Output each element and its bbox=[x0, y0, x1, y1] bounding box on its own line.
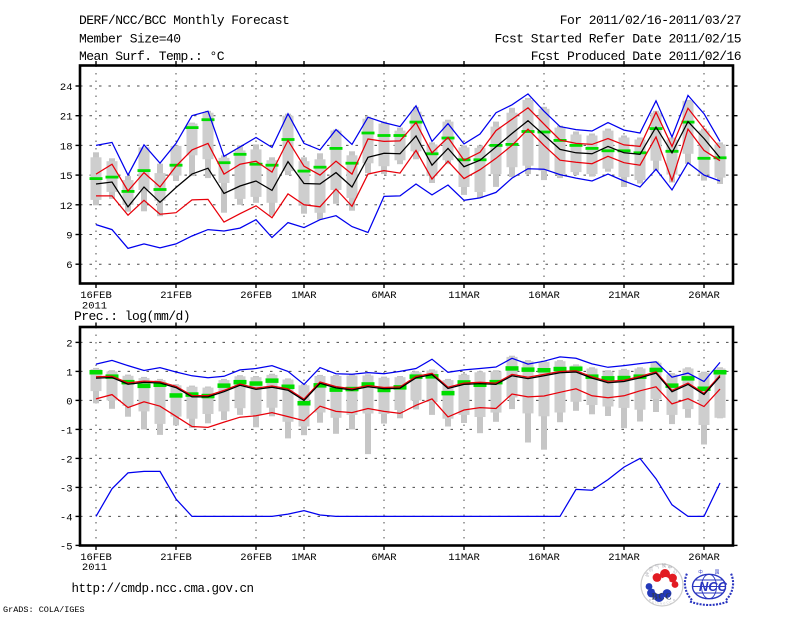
svg-text:9: 9 bbox=[66, 231, 72, 243]
svg-text:BCC: BCC bbox=[652, 592, 673, 602]
svg-text:http://cmdp.ncc.cma.gov.cn: http://cmdp.ncc.cma.gov.cn bbox=[72, 582, 254, 596]
svg-text:NCC: NCC bbox=[699, 579, 728, 594]
svg-text:24: 24 bbox=[60, 82, 73, 94]
svg-text:-4: -4 bbox=[60, 512, 73, 524]
svg-text:26FEB: 26FEB bbox=[240, 290, 272, 302]
svg-text:Prec.: log(mm/d): Prec.: log(mm/d) bbox=[74, 309, 190, 324]
svg-text:2: 2 bbox=[66, 338, 72, 350]
svg-text:11MAR: 11MAR bbox=[448, 290, 480, 302]
svg-text:0: 0 bbox=[66, 396, 72, 408]
svg-text:18: 18 bbox=[60, 141, 73, 153]
svg-text:6MAR: 6MAR bbox=[371, 552, 397, 564]
svg-text:R: R bbox=[673, 598, 676, 602]
svg-text:16MAR: 16MAR bbox=[528, 552, 560, 564]
svg-text:国: 国 bbox=[715, 570, 720, 576]
svg-text:21MAR: 21MAR bbox=[608, 290, 640, 302]
svg-text:候: 候 bbox=[662, 562, 667, 569]
svg-text:26MAR: 26MAR bbox=[688, 552, 720, 564]
svg-text:2011: 2011 bbox=[82, 562, 107, 574]
svg-text:京: 京 bbox=[649, 566, 654, 573]
svg-text:16MAR: 16MAR bbox=[528, 290, 560, 302]
svg-text:2011: 2011 bbox=[82, 301, 107, 313]
svg-text:气: 气 bbox=[655, 563, 660, 569]
svg-text:6MAR: 6MAR bbox=[371, 290, 397, 302]
svg-text:I N G: I N G bbox=[658, 602, 666, 606]
svg-text:-5: -5 bbox=[60, 541, 73, 553]
svg-text:21: 21 bbox=[60, 112, 73, 124]
svg-text:心: 心 bbox=[673, 568, 678, 574]
svg-text:11MAR: 11MAR bbox=[448, 552, 480, 564]
svg-text:Mean Surf. Temp.: °C: Mean Surf. Temp.: °C bbox=[79, 49, 225, 64]
svg-text:Fcst Started Refer Date 2011/0: Fcst Started Refer Date 2011/02/15 bbox=[494, 32, 741, 47]
svg-text:21FEB: 21FEB bbox=[160, 552, 192, 564]
svg-text:GrADS: COLA/IGES: GrADS: COLA/IGES bbox=[3, 605, 85, 615]
svg-text:For 2011/02/16-2011/03/27: For 2011/02/16-2011/03/27 bbox=[560, 13, 741, 28]
svg-text:12: 12 bbox=[60, 201, 73, 213]
svg-text:16FEB: 16FEB bbox=[80, 552, 112, 564]
svg-text:C C: C C bbox=[666, 601, 672, 605]
svg-text:15: 15 bbox=[60, 171, 73, 183]
svg-text:北: 北 bbox=[645, 571, 650, 578]
svg-text:DERF/NCC/BCC Monthly Forecast: DERF/NCC/BCC Monthly Forecast bbox=[79, 13, 289, 28]
svg-text:16FEB: 16FEB bbox=[80, 290, 112, 302]
svg-text:21MAR: 21MAR bbox=[608, 552, 640, 564]
svg-text:B: B bbox=[649, 598, 651, 602]
svg-text:1: 1 bbox=[66, 367, 72, 379]
svg-text:1MAR: 1MAR bbox=[291, 290, 317, 302]
svg-text:Member Size=40: Member Size=40 bbox=[79, 32, 181, 47]
svg-text:-3: -3 bbox=[60, 483, 73, 495]
svg-text:1MAR: 1MAR bbox=[291, 552, 317, 564]
svg-text:Fcst Produced Date 2011/02/16: Fcst Produced Date 2011/02/16 bbox=[531, 49, 741, 64]
svg-text:21FEB: 21FEB bbox=[160, 290, 192, 302]
svg-text:中: 中 bbox=[668, 564, 672, 571]
svg-text:26FEB: 26FEB bbox=[240, 552, 272, 564]
svg-text:-2: -2 bbox=[60, 454, 73, 466]
svg-text:-1: -1 bbox=[60, 425, 73, 437]
svg-text:26MAR: 26MAR bbox=[688, 290, 720, 302]
svg-text:中: 中 bbox=[698, 569, 703, 576]
svg-text:6: 6 bbox=[66, 260, 72, 272]
svg-text:E I J: E I J bbox=[652, 601, 659, 605]
